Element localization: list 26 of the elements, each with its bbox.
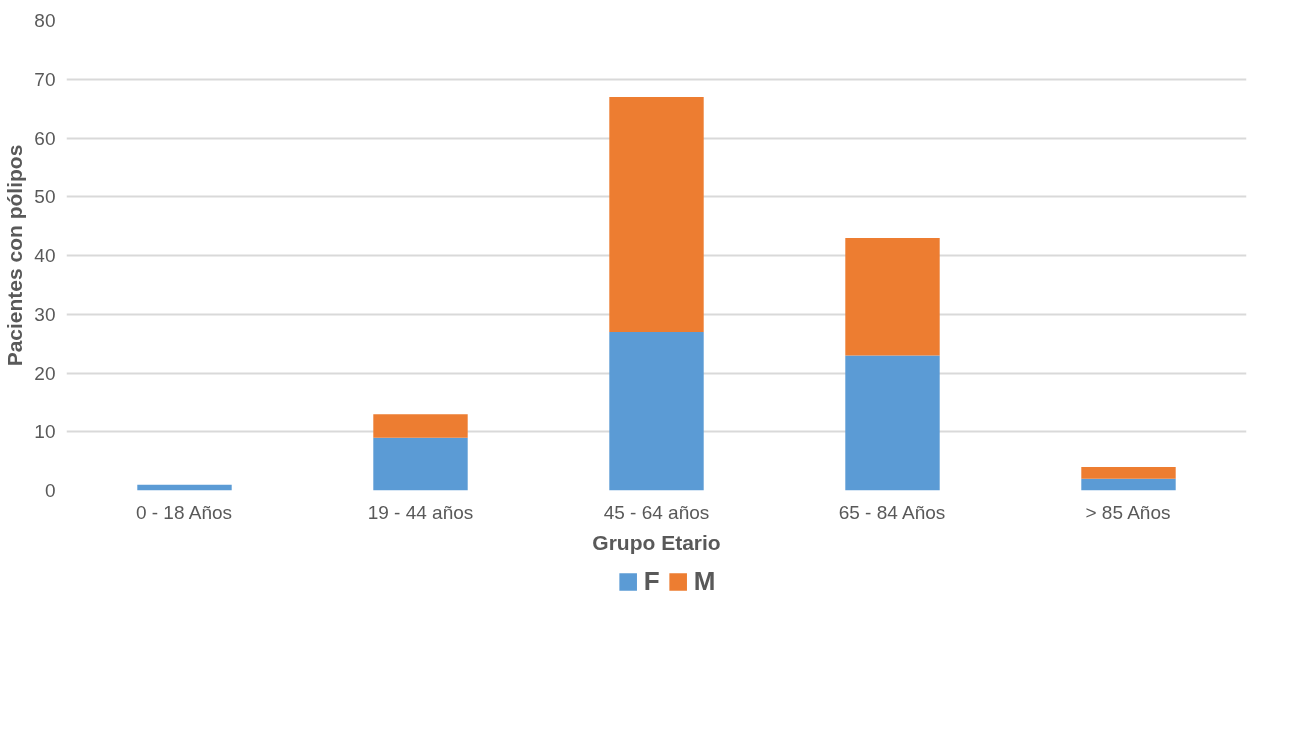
x-axis-title: Grupo Etario bbox=[592, 530, 721, 554]
bar bbox=[609, 331, 704, 491]
legend-label: F bbox=[643, 565, 661, 597]
bar bbox=[373, 437, 468, 491]
y-tick-label: 30 bbox=[34, 303, 56, 325]
bar bbox=[845, 237, 940, 356]
y-tick-label: 20 bbox=[34, 362, 56, 384]
legend-label: M bbox=[693, 565, 716, 597]
bar bbox=[845, 355, 940, 491]
bar bbox=[373, 414, 468, 438]
x-tick-label: 65 - 84 Años bbox=[838, 501, 946, 523]
x-tick-label: > 85 Años bbox=[1085, 501, 1171, 523]
x-tick-label: 0 - 18 Años bbox=[135, 501, 233, 523]
y-tick-label: 70 bbox=[34, 68, 56, 90]
bar bbox=[609, 96, 704, 332]
y-tick-label: 80 bbox=[34, 10, 56, 31]
x-tick-label: 45 - 64 años bbox=[603, 501, 710, 523]
y-tick-label: 50 bbox=[34, 186, 56, 208]
y-axis-title: Pacientes con pólipos bbox=[3, 144, 27, 367]
x-tick-label: 19 - 44 años bbox=[367, 501, 474, 523]
bar bbox=[1081, 478, 1176, 491]
y-tick-label: 10 bbox=[34, 421, 56, 443]
y-tick-label: 60 bbox=[34, 127, 56, 149]
y-tick-label: 40 bbox=[34, 245, 56, 266]
bar bbox=[1081, 467, 1176, 479]
y-tick-label: 0 bbox=[44, 480, 56, 501]
